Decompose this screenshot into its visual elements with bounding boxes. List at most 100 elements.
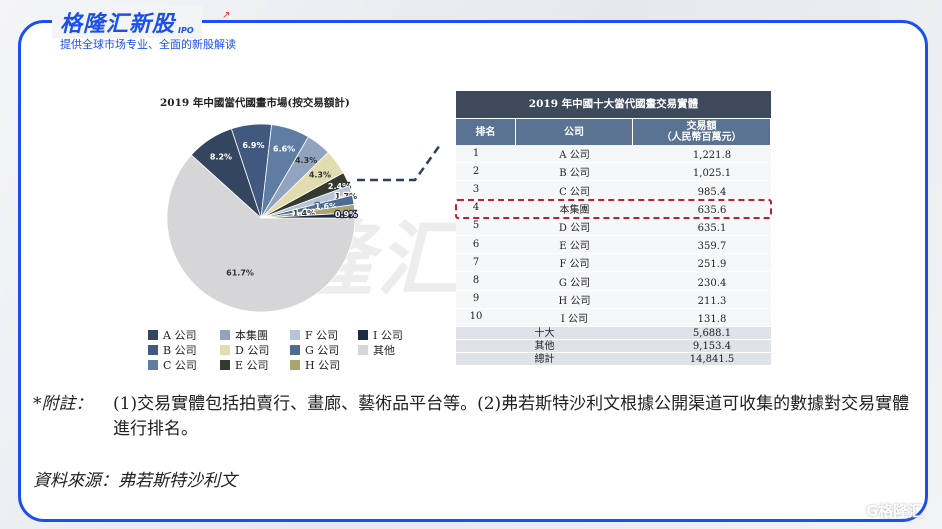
legend-label: G 公司 bbox=[305, 344, 340, 357]
legend-item: E 公司 bbox=[220, 358, 290, 372]
company-cell: C 公司 bbox=[559, 186, 590, 198]
footnote: *附註： (1)交易實體包括拍賣行、畫廊、藝術品平台等。(2)弗若斯特沙利文根據… bbox=[33, 392, 913, 442]
legend-item: C 公司 bbox=[148, 358, 220, 372]
legend-label: E 公司 bbox=[235, 359, 269, 372]
table-row: 1 A 公司 1,221.8 bbox=[456, 145, 771, 164]
pie-data-label: 4.3% bbox=[309, 170, 331, 179]
brand-name: 格隆汇新股 bbox=[60, 12, 176, 37]
header-amount: 交易額 （人民幣百萬元） bbox=[633, 119, 771, 145]
table-row: 7 F 公司 251.9 bbox=[456, 254, 771, 273]
legend-swatch bbox=[220, 330, 230, 340]
legend-item: D 公司 bbox=[220, 343, 290, 357]
amount-cell: 1,221.8 bbox=[692, 150, 732, 162]
table-row: 3 C 公司 985.4 bbox=[456, 181, 771, 200]
legend-label: H 公司 bbox=[305, 359, 341, 372]
rank-cell: 1 bbox=[472, 147, 480, 159]
amount-cell: 635.1 bbox=[697, 222, 727, 234]
trend-arrow-icon: ↗ bbox=[222, 10, 231, 21]
pie-slice bbox=[166, 154, 356, 313]
header-rank: 排名 bbox=[456, 119, 516, 145]
table-row: 2 B 公司 1,025.1 bbox=[456, 163, 771, 182]
pie-data-label: 6.9% bbox=[242, 141, 264, 150]
table-row: 10 I 公司 131.8 bbox=[456, 308, 771, 327]
legend-item: A 公司 bbox=[148, 328, 220, 342]
legend-item: I 公司 bbox=[358, 328, 418, 342]
pie-data-label: 2.4% bbox=[328, 182, 350, 191]
summary-value: 14,841.5 bbox=[689, 353, 735, 365]
tagline: 提供全球市场专业、全面的新股解读 bbox=[60, 38, 236, 51]
legend-swatch bbox=[358, 330, 368, 340]
legend-label: D 公司 bbox=[235, 344, 270, 357]
amount-cell: 230.4 bbox=[697, 277, 727, 289]
pie-data-label: 0.9% bbox=[335, 210, 357, 219]
pie-slice bbox=[260, 212, 356, 219]
table-row: 8 G 公司 230.4 bbox=[456, 272, 771, 291]
company-cell: B 公司 bbox=[559, 168, 590, 180]
company-cell: G 公司 bbox=[558, 277, 591, 289]
rank-cell: 3 bbox=[472, 183, 480, 195]
rank-cell: 10 bbox=[469, 311, 483, 323]
legend-swatch bbox=[290, 330, 300, 340]
pie-title: 2019 年中國當代國畫市場(按交易額計) bbox=[160, 97, 350, 109]
rank-cell: 9 bbox=[472, 293, 480, 305]
company-cell: 本集團 bbox=[559, 204, 590, 216]
amount-cell: 359.7 bbox=[697, 241, 727, 253]
table-row: 5 D 公司 635.1 bbox=[456, 217, 771, 236]
summary-label: 其他 bbox=[534, 340, 555, 352]
brand-suffix: IPO bbox=[178, 26, 194, 35]
brand-logo: 格隆汇新股 IPO ↗ bbox=[52, 6, 230, 38]
pie-data-label: 1.6% bbox=[315, 202, 337, 211]
pie-legend: A 公司 本集團 F 公司 I 公司 B 公司 D 公司 G 公司 其他 C 公司 E 公司 H 公… bbox=[148, 328, 418, 372]
amount-cell: 211.3 bbox=[697, 295, 727, 307]
company-cell: A 公司 bbox=[559, 150, 590, 162]
legend-swatch bbox=[148, 360, 158, 370]
pie-data-label: 6.6% bbox=[273, 144, 295, 153]
company-cell: H 公司 bbox=[558, 295, 591, 307]
legend-label: B 公司 bbox=[163, 344, 197, 357]
summary-value: 5,688.1 bbox=[692, 327, 732, 339]
rank-cell: 7 bbox=[472, 256, 480, 268]
legend-swatch bbox=[358, 345, 368, 355]
footnote-label: *附註： bbox=[33, 394, 93, 414]
company-cell: F 公司 bbox=[559, 259, 590, 271]
legend-item: F 公司 bbox=[290, 328, 358, 342]
table-row: 9 H 公司 211.3 bbox=[456, 290, 771, 309]
connector-line bbox=[357, 144, 442, 182]
legend-label: 其他 bbox=[373, 344, 395, 357]
corner-logo: G格隆汇 bbox=[866, 502, 924, 520]
amount-cell: 251.9 bbox=[697, 259, 727, 271]
legend-label: A 公司 bbox=[163, 329, 197, 342]
rank-cell: 4 bbox=[472, 202, 480, 214]
summary-row: 其他 9,153.4 bbox=[456, 339, 771, 353]
legend-label: I 公司 bbox=[373, 329, 403, 342]
summary-row: 十大 5,688.1 bbox=[456, 326, 771, 340]
rank-cell: 5 bbox=[472, 220, 480, 232]
legend-item: H 公司 bbox=[290, 358, 358, 372]
pie-chart: 61.7%8.2%6.9%6.6%4.3%4.3%2.4%1.7%1.6%1.4… bbox=[166, 123, 358, 313]
summary-row: 總計 14,841.5 bbox=[456, 352, 771, 366]
legend-swatch bbox=[148, 345, 158, 355]
legend-item: B 公司 bbox=[148, 343, 220, 357]
highlight-box bbox=[455, 199, 772, 219]
summary-label: 總計 bbox=[534, 353, 555, 365]
amount-cell: 985.4 bbox=[697, 186, 727, 198]
ranking-table: 2019 年中國十大當代國畫交易實體 排名 公司 交易額 （人民幣百萬元） 1 A… bbox=[456, 91, 771, 366]
legend-label: F 公司 bbox=[305, 329, 339, 342]
amount-cell: 1,025.1 bbox=[692, 168, 732, 180]
header-company: 公司 bbox=[516, 119, 633, 145]
company-cell: I 公司 bbox=[560, 313, 589, 325]
legend-label: C 公司 bbox=[163, 359, 197, 372]
rank-cell: 2 bbox=[472, 165, 480, 177]
table-title: 2019 年中國十大當代國畫交易實體 bbox=[456, 91, 771, 118]
amount-cell: 131.8 bbox=[697, 313, 727, 325]
legend-swatch bbox=[220, 360, 230, 370]
legend-swatch bbox=[220, 345, 230, 355]
company-cell: E 公司 bbox=[559, 241, 590, 253]
legend-item: G 公司 bbox=[290, 343, 358, 357]
amount-cell: 635.6 bbox=[697, 204, 727, 216]
legend-item: 其他 bbox=[358, 343, 418, 357]
pie-data-label: 4.3% bbox=[295, 156, 317, 165]
legend-swatch bbox=[148, 330, 158, 340]
source-note: 資料來源：弗若斯特沙利文 bbox=[33, 471, 237, 491]
pie-data-label: 8.2% bbox=[210, 153, 232, 162]
